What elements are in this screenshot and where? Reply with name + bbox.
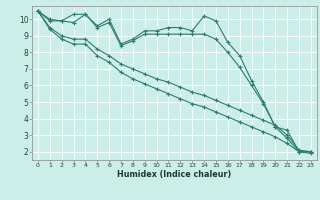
X-axis label: Humidex (Indice chaleur): Humidex (Indice chaleur) bbox=[117, 170, 232, 179]
